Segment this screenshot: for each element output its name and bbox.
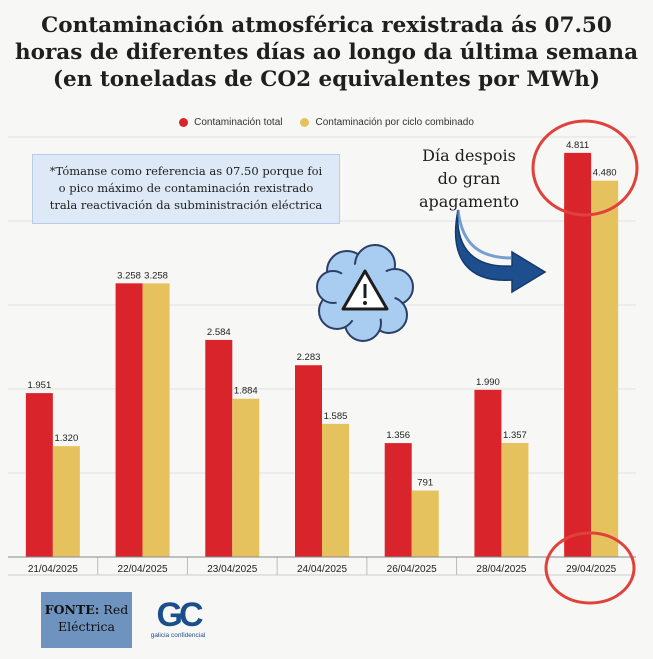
highlight-circle-bottom: [544, 531, 636, 605]
data-label-total: 1.356: [386, 430, 410, 441]
data-label-total: 2.283: [297, 352, 321, 363]
data-label-combined: 1.357: [503, 430, 527, 441]
bar-total: [384, 443, 412, 557]
chart-legend: Contaminación total Contaminación por ci…: [0, 117, 653, 128]
legend-label-total: Contaminación total: [194, 117, 283, 128]
data-label-total: 1.990: [476, 377, 500, 388]
highlight-circle-top: [531, 119, 639, 217]
bar-combined: [52, 446, 80, 557]
annotation-line-3: apagamento: [418, 192, 520, 211]
bar-combined: [322, 423, 349, 557]
annotation-line-1: Día despois: [422, 146, 516, 165]
note-line-2: o pico máximo de contaminación rexistrad…: [58, 181, 314, 195]
bar-total: [25, 393, 53, 557]
annotations: [316, 119, 639, 605]
svg-text:GC: GC: [157, 596, 203, 632]
bar-total: [474, 389, 502, 557]
annotation-text: Día despois do gran apagamento: [400, 144, 538, 213]
data-labels: 1.951 1.320 3.258 3.258 2.584 1.884 2.283 1.585…: [27, 140, 616, 489]
gc-logo: GC: [157, 596, 207, 632]
title-line-1: Contaminación atmosférica rexistrada ás …: [41, 13, 612, 38]
bar-total: [295, 365, 322, 557]
data-label-combined: 4.480: [593, 168, 617, 179]
legend-swatch-combined: [300, 118, 310, 127]
data-label-combined: 1.884: [234, 386, 258, 397]
x-tick-label: 26/04/2025: [387, 564, 437, 575]
bar-total: [205, 339, 233, 557]
data-label-total: 2.584: [207, 327, 231, 338]
x-tick-label: 28/04/2025: [476, 564, 526, 575]
x-axis: 21/04/2025 22/04/2025 23/04/2025 24/04/2025…: [8, 556, 636, 576]
data-label-total: 4.811: [566, 140, 589, 151]
data-label-combined: 3.258: [144, 270, 168, 281]
legend-item-total: Contaminación total: [179, 117, 282, 128]
annotation-line-2: do gran: [437, 169, 501, 188]
logo-caption: galicia confidencial: [150, 632, 206, 639]
bar-combined: [142, 283, 170, 557]
legend-swatch-total: [179, 118, 189, 127]
data-label-total: 3.258: [117, 270, 141, 281]
data-label-combined: 791: [417, 478, 433, 489]
note-line-1: *Tómanse como referencia as 07.50 porque…: [49, 164, 323, 178]
x-tick-label: 21/04/2025: [28, 564, 78, 575]
bar-combined: [411, 490, 439, 557]
bar-combined: [591, 180, 619, 557]
x-tick-label: 23/04/2025: [207, 564, 257, 575]
x-tick-label: 29/04/2025: [566, 564, 616, 575]
data-label-combined: 1.320: [54, 433, 78, 444]
bar-combined: [232, 398, 260, 557]
source-label: FONTE:: [44, 602, 100, 617]
bar-total: [564, 152, 592, 557]
reference-note: *Tómanse como referencia as 07.50 porque…: [32, 154, 340, 224]
legend-label-combined: Contaminación por ciclo combinado: [315, 117, 474, 128]
data-label-combined: 1.585: [324, 411, 348, 422]
source-box: FONTE: Red Eléctrica: [41, 592, 132, 648]
bar-combined: [501, 443, 529, 557]
legend-item-combined: Contaminación por ciclo combinado: [300, 117, 474, 128]
bars: [25, 152, 619, 557]
source-name: Red Eléctrica: [58, 602, 129, 634]
note-line-3: trala reactivación da subministración el…: [49, 198, 323, 212]
warning-icon: [316, 244, 414, 342]
title-line-2: horas de diferentes días ao longo da últ…: [15, 40, 638, 65]
curved-arrow-icon: [454, 209, 547, 294]
x-tick-label: 22/04/2025: [118, 564, 168, 575]
bar-total: [115, 283, 143, 557]
page-title: Contaminación atmosférica rexistrada ás …: [0, 12, 653, 93]
x-tick-label: 24/04/2025: [297, 564, 347, 575]
title-line-3: (en toneladas de CO2 equivalentes por MW…: [52, 67, 601, 92]
data-label-total: 1.951: [27, 380, 51, 391]
